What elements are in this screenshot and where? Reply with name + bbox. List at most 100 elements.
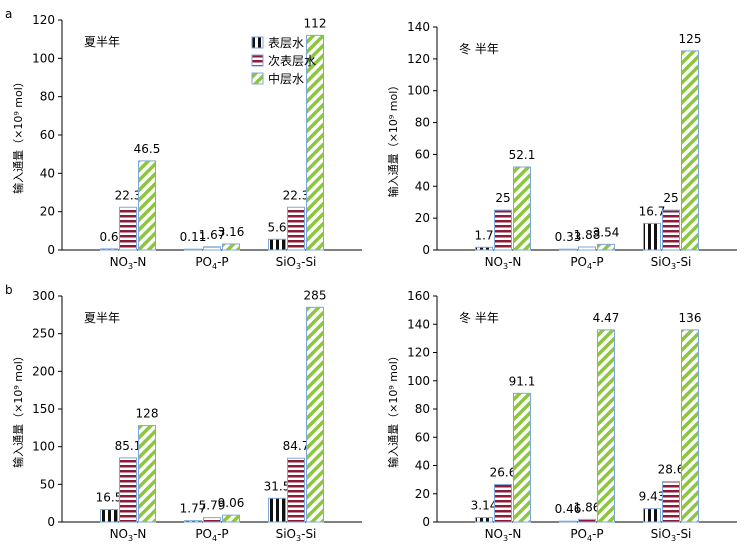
data-label: 136 [679, 311, 702, 325]
y-tick-label: 200 [32, 364, 55, 378]
season-label: 冬 半年 [459, 41, 499, 56]
y-tick-label: 120 [407, 346, 430, 360]
bar-表层水 [268, 497, 286, 523]
season-label: 夏半年 [84, 35, 120, 49]
data-label: 0.33 [555, 230, 582, 244]
data-label: 16.7 [639, 204, 666, 218]
y-tick-label: 80 [415, 116, 430, 130]
bar-次表层水 [119, 457, 137, 523]
chart-panel-3: 0 50 100 150 200 250 300 输入通量（×10⁹ mol） 夏半年 b 16.5… [5, 283, 362, 543]
bar-次表层水 [578, 246, 596, 251]
bar-表层水 [184, 520, 202, 523]
y-tick-label: 40 [415, 459, 430, 473]
category-label: PO4-P [195, 527, 228, 543]
data-label: 285 [304, 288, 327, 302]
chart-panel-1: 0 20 40 60 80 100 120 输入通量（×10⁹ mol） 夏半年 a 0.6 22.3… [5, 7, 362, 271]
category-label: NO3-N [485, 527, 522, 543]
y-tick-label: 0 [422, 243, 430, 257]
y-axis-label: 输入通量（×10⁹ mol） [386, 80, 400, 198]
bar-次表层水 [578, 518, 596, 523]
y-tick-label: 100 [32, 440, 55, 454]
bar-中层水 [306, 34, 324, 251]
y-tick-label: 140 [407, 317, 430, 331]
y-tick-label: 100 [407, 374, 430, 388]
data-label: 1.67 [199, 228, 226, 242]
y-tick-label: 0 [47, 515, 55, 529]
bar-表层水 [100, 248, 118, 251]
bar-表层水 [559, 248, 577, 251]
data-label: 16.5 [96, 491, 123, 505]
bar-表层水 [643, 222, 661, 251]
data-label: 0.11 [180, 230, 207, 244]
panel-letter: a [5, 7, 12, 21]
bar-中层水 [681, 50, 699, 251]
bar-表层水 [100, 509, 118, 523]
y-tick-label: 20 [415, 211, 430, 225]
y-tick-label: 50 [40, 477, 55, 491]
season-label: 夏半年 [84, 311, 120, 325]
legend-swatch [251, 72, 264, 85]
bar-中层水 [597, 329, 615, 523]
data-label: 0.46 [555, 502, 582, 516]
category-label: SiO3-Si [276, 527, 317, 543]
y-tick-label: 250 [32, 327, 55, 341]
data-label: 1.86 [574, 500, 601, 514]
y-tick-label: 60 [415, 430, 430, 444]
data-label: 5.6 [267, 220, 286, 234]
category-label: NO3-N [110, 527, 147, 543]
bar-表层水 [475, 517, 493, 523]
y-tick-label: 20 [40, 205, 55, 219]
data-label: 28.6 [658, 463, 685, 477]
data-label: 26.6 [490, 465, 517, 479]
data-label: 1.77 [180, 502, 207, 516]
data-label: 4.47 [593, 311, 620, 325]
bar-中层水 [597, 243, 615, 251]
category-label: PO4-P [570, 527, 603, 543]
category-label: SiO3-Si [651, 527, 692, 543]
panel-letter: b [5, 283, 13, 297]
bar-次表层水 [494, 209, 512, 251]
category-label: NO3-N [110, 255, 147, 271]
data-label: 9.06 [218, 496, 245, 510]
chart-panel-4: 0 20 40 60 80 100 120 140 160 输入通量（×10⁹ mol） 冬 半年 3… [386, 289, 737, 543]
y-tick-label: 160 [407, 289, 430, 303]
y-tick-label: 60 [40, 128, 55, 142]
bar-表层水 [559, 520, 577, 523]
y-tick-label: 100 [32, 51, 55, 65]
data-label: 0.6 [99, 230, 118, 244]
bar-表层水 [643, 508, 661, 523]
data-label: 22.3 [283, 188, 310, 202]
data-label: 84.7 [283, 439, 310, 453]
y-tick-label: 80 [415, 402, 430, 416]
bar-中层水 [306, 306, 324, 523]
data-label: 3.14 [471, 499, 498, 513]
data-label: 1.7 [474, 228, 493, 242]
bar-中层水 [222, 243, 240, 251]
legend-swatch [251, 54, 264, 67]
bar-次表层水 [662, 209, 680, 251]
y-tick-label: 300 [32, 289, 55, 303]
data-label: 91.1 [509, 374, 536, 388]
data-label: 52.1 [509, 148, 536, 162]
legend-label: 表层水 [268, 36, 304, 50]
bar-次表层水 [662, 481, 680, 523]
data-label: 22.3 [115, 188, 142, 202]
data-label: 1.88 [574, 228, 601, 242]
bar-次表层水 [119, 206, 137, 251]
bar-次表层水 [203, 517, 221, 523]
legend-label: 中层水 [268, 71, 304, 86]
y-tick-label: 40 [40, 166, 55, 180]
y-tick-label: 120 [32, 13, 55, 27]
bar-中层水 [222, 514, 240, 523]
y-tick-label: 60 [415, 147, 430, 161]
y-tick-label: 0 [422, 515, 430, 529]
data-label: 9.43 [639, 490, 666, 504]
bar-次表层水 [494, 483, 512, 523]
chart-panel-2: 0 20 40 60 80 100 120 140 输入通量（×10⁹ mol） 冬 半年 1.7 2… [386, 20, 737, 271]
bar-中层水 [138, 160, 156, 251]
y-axis-label: 输入通量（×10⁹ mol） [11, 350, 25, 468]
data-label: 46.5 [134, 142, 161, 156]
data-label: 85.1 [115, 439, 142, 453]
bar-表层水 [184, 248, 202, 251]
